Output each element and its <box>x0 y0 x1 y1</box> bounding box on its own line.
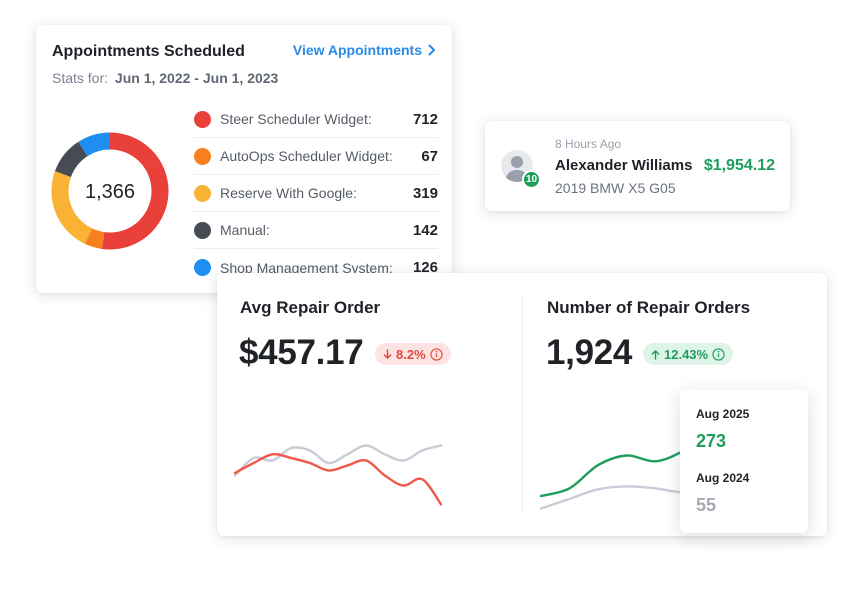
arrow-down-icon <box>383 348 392 359</box>
donut-total: 1,366 <box>85 181 135 203</box>
avg-repair-order-sparkline <box>233 444 443 506</box>
legend-row: Shop Management System: 126 <box>194 249 438 286</box>
legend-label: AutoOps Scheduler Widget: <box>220 148 393 164</box>
arrow-up-icon <box>651 349 660 360</box>
legend-row: Steer Scheduler Widget: 712 <box>194 101 438 138</box>
legend-value: 712 <box>412 110 438 128</box>
appointments-card: Appointments Scheduled View Appointments… <box>36 25 452 293</box>
legend-color-dot <box>194 147 211 165</box>
legend-row: Reserve With Google: 319 <box>194 175 438 212</box>
chart-tooltip: Aug 2025 273 Aug 2024 55 <box>680 390 808 533</box>
order-amount: $1,954.12 <box>703 157 775 174</box>
customer-name: Alexander Williams <box>555 157 693 174</box>
stats-range: Stats for: Jun 1, 2022 - Jun 1, 2023 <box>52 70 278 86</box>
view-appointments-label: View Appointments <box>292 42 422 58</box>
legend-value: 67 <box>421 147 438 165</box>
avg-change-badge: 8.2% <box>375 343 451 365</box>
chevron-right-icon <box>428 44 435 56</box>
tooltip-current-label: Aug 2025 <box>696 407 750 421</box>
legend-value: 142 <box>412 221 438 239</box>
donut-slice <box>51 132 169 250</box>
avg-change-value: 8.2% <box>396 346 426 362</box>
vehicle-info: 2019 BMW X5 G05 <box>555 180 676 196</box>
avg-repair-order-title: Avg Repair Order <box>240 298 381 317</box>
tooltip-previous-label: Aug 2024 <box>696 471 750 485</box>
legend-color-dot <box>194 221 211 239</box>
recent-repair-order-card[interactable]: 10 8 Hours Ago Alexander Williams 2019 B… <box>485 121 790 211</box>
tooltip-previous-value: 55 <box>696 495 717 515</box>
legend-label: Reserve With Google: <box>220 185 357 201</box>
avg-repair-order-value: $457.17 <box>239 333 364 372</box>
visit-count-badge: 10 <box>522 170 541 189</box>
legend-color-dot <box>194 184 211 202</box>
legend-value: 319 <box>412 184 438 202</box>
panel-divider <box>522 295 523 513</box>
appointments-donut-chart: 1,366 <box>51 132 169 250</box>
time-ago: 8 Hours Ago <box>555 137 622 151</box>
appointment-sources-legend: Steer Scheduler Widget: 712 AutoOps Schedu… <box>194 101 438 286</box>
stats-date-range: Jun 1, 2022 - Jun 1, 2023 <box>114 70 279 86</box>
legend-row: AutoOps Scheduler Widget: 67 <box>194 138 438 175</box>
tooltip-current-value: 273 <box>696 431 727 451</box>
count-change-badge: 12.43% <box>643 343 734 365</box>
number-of-repair-orders-value: 1,924 <box>546 333 633 372</box>
legend-label: Steer Scheduler Widget: <box>220 111 372 127</box>
legend-label: Manual: <box>220 222 270 238</box>
appointments-title: Appointments Scheduled <box>52 43 245 60</box>
series-line <box>233 452 443 506</box>
legend-color-dot <box>194 259 211 276</box>
legend-row: Manual: 142 <box>194 212 438 249</box>
view-appointments-link[interactable]: View Appointments <box>293 42 436 58</box>
donut-slice <box>51 132 169 250</box>
legend-value: 126 <box>412 259 438 276</box>
info-icon[interactable] <box>430 347 443 361</box>
number-of-repair-orders-title: Number of Repair Orders <box>547 298 751 317</box>
legend-color-dot <box>194 110 211 128</box>
series-line <box>233 444 443 477</box>
info-icon[interactable] <box>712 347 725 361</box>
legend-label: Shop Management System: <box>220 259 393 276</box>
count-change-value: 12.43% <box>664 346 709 362</box>
stats-label: Stats for: <box>52 70 109 86</box>
number-of-repair-orders-sparkline <box>539 390 743 523</box>
